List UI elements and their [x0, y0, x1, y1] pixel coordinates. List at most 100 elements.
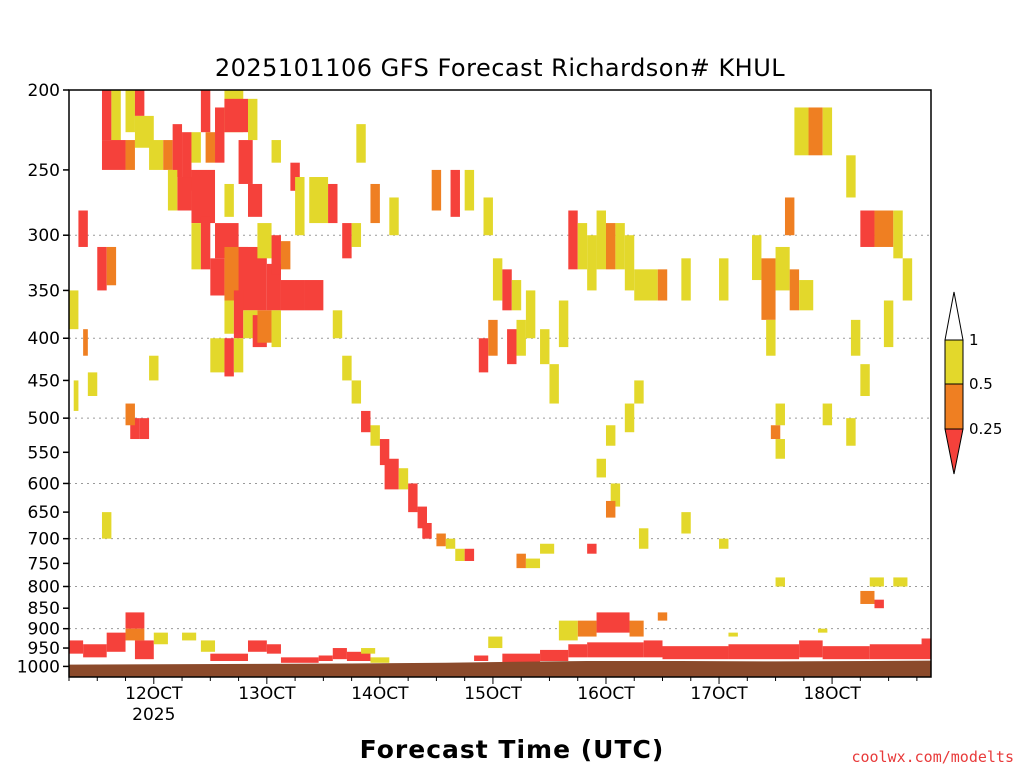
ri-cell [191, 132, 201, 163]
ri-cell [657, 269, 668, 301]
ri-cell [210, 338, 225, 373]
ri-cell [558, 300, 569, 348]
y-tick-label: 850 [28, 599, 60, 619]
ri-cell [210, 653, 248, 662]
ri-cell [525, 290, 536, 339]
ri-cell [125, 628, 145, 641]
ri-cell [280, 280, 305, 311]
ri-cell [860, 364, 870, 397]
ri-cell [408, 483, 418, 513]
ri-cell [874, 210, 894, 247]
ri-cell [69, 640, 84, 654]
ri-cell [850, 319, 861, 356]
y-tick-label: 500 [28, 409, 60, 429]
ri-cell [233, 290, 244, 339]
richardson-cells [69, 90, 931, 663]
ri-cell [210, 258, 225, 296]
ri-cell [342, 223, 352, 259]
ri-cell [342, 355, 352, 381]
y-tick-label: 650 [28, 503, 60, 523]
x-tick-label: 16OCT [577, 684, 635, 704]
ri-cell [587, 235, 597, 291]
ri-cell [271, 140, 281, 163]
y-tick-label: 400 [28, 329, 60, 349]
ri-cell [398, 468, 409, 490]
ri-cell [596, 210, 606, 270]
x-tick-label: 12OCT [125, 684, 183, 704]
ri-cell [893, 210, 903, 259]
ri-cell [577, 223, 588, 270]
ri-cell [450, 169, 460, 217]
ri-cell [525, 558, 541, 569]
ri-cell [549, 364, 559, 404]
ri-cell [332, 310, 343, 339]
ri-cell [808, 107, 823, 156]
ri-cell [257, 223, 272, 259]
ri-cell [817, 628, 828, 633]
ri-cell [205, 132, 216, 163]
ri-cell [87, 372, 98, 397]
plot-frame [68, 89, 932, 678]
ri-cell [605, 223, 616, 270]
ri-cell [784, 197, 795, 236]
y-tick-label: 450 [28, 371, 60, 391]
ri-cell [318, 655, 333, 662]
ri-cell [728, 644, 800, 660]
x-tick-sublabel: 2025 [132, 705, 175, 725]
ri-cell [191, 169, 216, 224]
ri-cell [83, 644, 107, 658]
ri-cell [101, 512, 112, 539]
y-tick-label: 200 [28, 81, 60, 101]
ri-cell [356, 124, 366, 163]
ri-cell [266, 263, 281, 311]
ri-cell [271, 310, 281, 348]
ri-cell [379, 439, 390, 466]
y-tick-label: 350 [28, 281, 60, 301]
ri-cell [643, 640, 663, 658]
ri-cell [351, 380, 362, 404]
ri-cell [502, 269, 512, 311]
ri-cell [224, 98, 248, 133]
ri-cell [125, 140, 135, 170]
ri-cell [224, 183, 234, 217]
ri-cell [921, 638, 931, 647]
x-tick-label: 18OCT [803, 684, 861, 704]
ri-cell [860, 590, 875, 604]
ri-cell [422, 522, 432, 539]
ri-cell [483, 197, 493, 236]
ground-surface [69, 660, 931, 677]
ri-cell [280, 241, 291, 270]
ri-cell [540, 649, 569, 662]
ri-cell [662, 646, 729, 660]
ri-cell [417, 506, 427, 529]
ri-cell [883, 300, 894, 348]
ri-cell [507, 329, 517, 365]
ri-cell [502, 653, 541, 663]
ri-cell [247, 640, 267, 652]
ri-cell [624, 403, 635, 433]
ri-cell [775, 246, 790, 291]
colorbar-label: 0.25 [969, 420, 1002, 438]
ri-cell [139, 418, 150, 440]
colorbar: 1 0.5 0.25 [944, 291, 1002, 475]
ri-cell [799, 640, 823, 658]
colorbar-bin [944, 339, 964, 385]
colorbar-bin [944, 383, 964, 430]
ri-cell [610, 483, 621, 507]
ri-cell [111, 90, 121, 148]
ri-cell [257, 310, 272, 343]
ri-cell [200, 640, 216, 652]
ri-cell [436, 533, 446, 547]
ri-cell [794, 107, 809, 156]
ri-cell [177, 177, 192, 211]
ri-cell [752, 235, 762, 281]
ri-cell [191, 223, 201, 270]
ri-cell [101, 140, 126, 170]
ri-cell [624, 235, 635, 291]
ri-cell [106, 246, 117, 286]
ri-cell [605, 425, 616, 446]
ri-cell [558, 620, 578, 641]
ri-cell [431, 169, 442, 211]
ri-cell [634, 269, 658, 301]
